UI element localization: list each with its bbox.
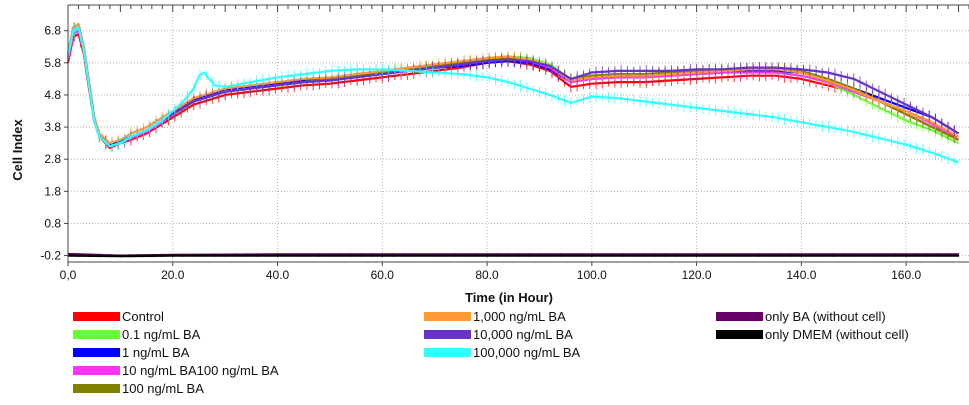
legend-swatch [73,330,120,339]
legend-label: 10 ng/mL BA100 ng/mL BA [122,363,279,378]
legend-swatch [73,348,120,357]
axes: 0,0 20.0 40.0 60.0 80.0 100.0 120.0 140.0 160.0 -… [40,4,969,282]
legend-swatch [424,348,471,357]
y-tick-label: 5.8 [44,56,61,70]
legend-item-2: 1 ng/mL BA [73,345,190,360]
grid [67,5,969,262]
x-tick-label: 20.0 [161,268,185,282]
legend-item-7: 100,000 ng/mL BA [424,345,581,360]
x-tick-label: 140.0 [786,268,816,282]
legend-item-0: Control [73,309,164,324]
legend-swatch [73,312,120,321]
x-tick-label: 100.0 [577,268,607,282]
y-tick-label: 2.8 [44,152,61,166]
legend-swatch [716,312,763,321]
legend-item-6: 10,000 ng/mL BA [424,327,573,342]
series-9 [67,254,960,258]
legend-swatch [716,330,763,339]
legend-item-9: only DMEM (without cell) [716,327,909,342]
y-tick-label: 4.8 [44,88,61,102]
legend-label: 10,000 ng/mL BA [473,327,573,342]
series-line [66,26,959,164]
legend-label: Control [122,309,164,324]
legend-item-4: 100 ng/mL BA [73,381,204,396]
legend-item-3: 10 ng/mL BA100 ng/mL BA [73,363,279,378]
legend-label: 1,000 ng/mL BA [473,309,566,324]
legend-label: 0.1 ng/mL BA [122,327,201,342]
legend-item-5: 1,000 ng/mL BA [424,309,566,324]
y-axis-title: Cell Index [10,119,25,181]
y-tick-label: 1.8 [44,184,61,198]
legend-label: only DMEM (without cell) [765,327,909,342]
series-7 [66,24,959,166]
legend: Control 0.1 ng/mL BA 1 ng/mL BA 10 ng/mL BA… [73,309,909,396]
y-tick-label: 6.8 [44,24,61,38]
legend-label: only BA (without cell) [765,309,886,324]
x-tick-label: 40.0 [266,268,290,282]
legend-item-1: 0.1 ng/mL BA [73,327,201,342]
legend-swatch [73,384,120,393]
y-tick-label: 3.8 [44,120,61,134]
x-tick-label: 0,0 [60,268,77,282]
legend-label: 1 ng/mL BA [122,345,190,360]
legend-label: 100,000 ng/mL BA [473,345,581,360]
series-line [67,254,959,258]
series-lines [66,22,960,258]
y-tick-label: -0.2 [40,249,61,263]
legend-swatch [73,366,120,375]
plot-area [68,5,969,262]
legend-label: 100 ng/mL BA [122,381,204,396]
x-axis-title: Time (in Hour) [465,290,553,305]
legend-item-8: only BA (without cell) [716,309,886,324]
legend-swatch [424,312,471,321]
y-tick-label: 0.8 [44,216,61,230]
x-tick-label: 80.0 [475,268,499,282]
x-tick-label: 60.0 [371,268,395,282]
legend-swatch [424,330,471,339]
x-tick-label: 120.0 [682,268,712,282]
x-tick-label: 160.0 [891,268,921,282]
